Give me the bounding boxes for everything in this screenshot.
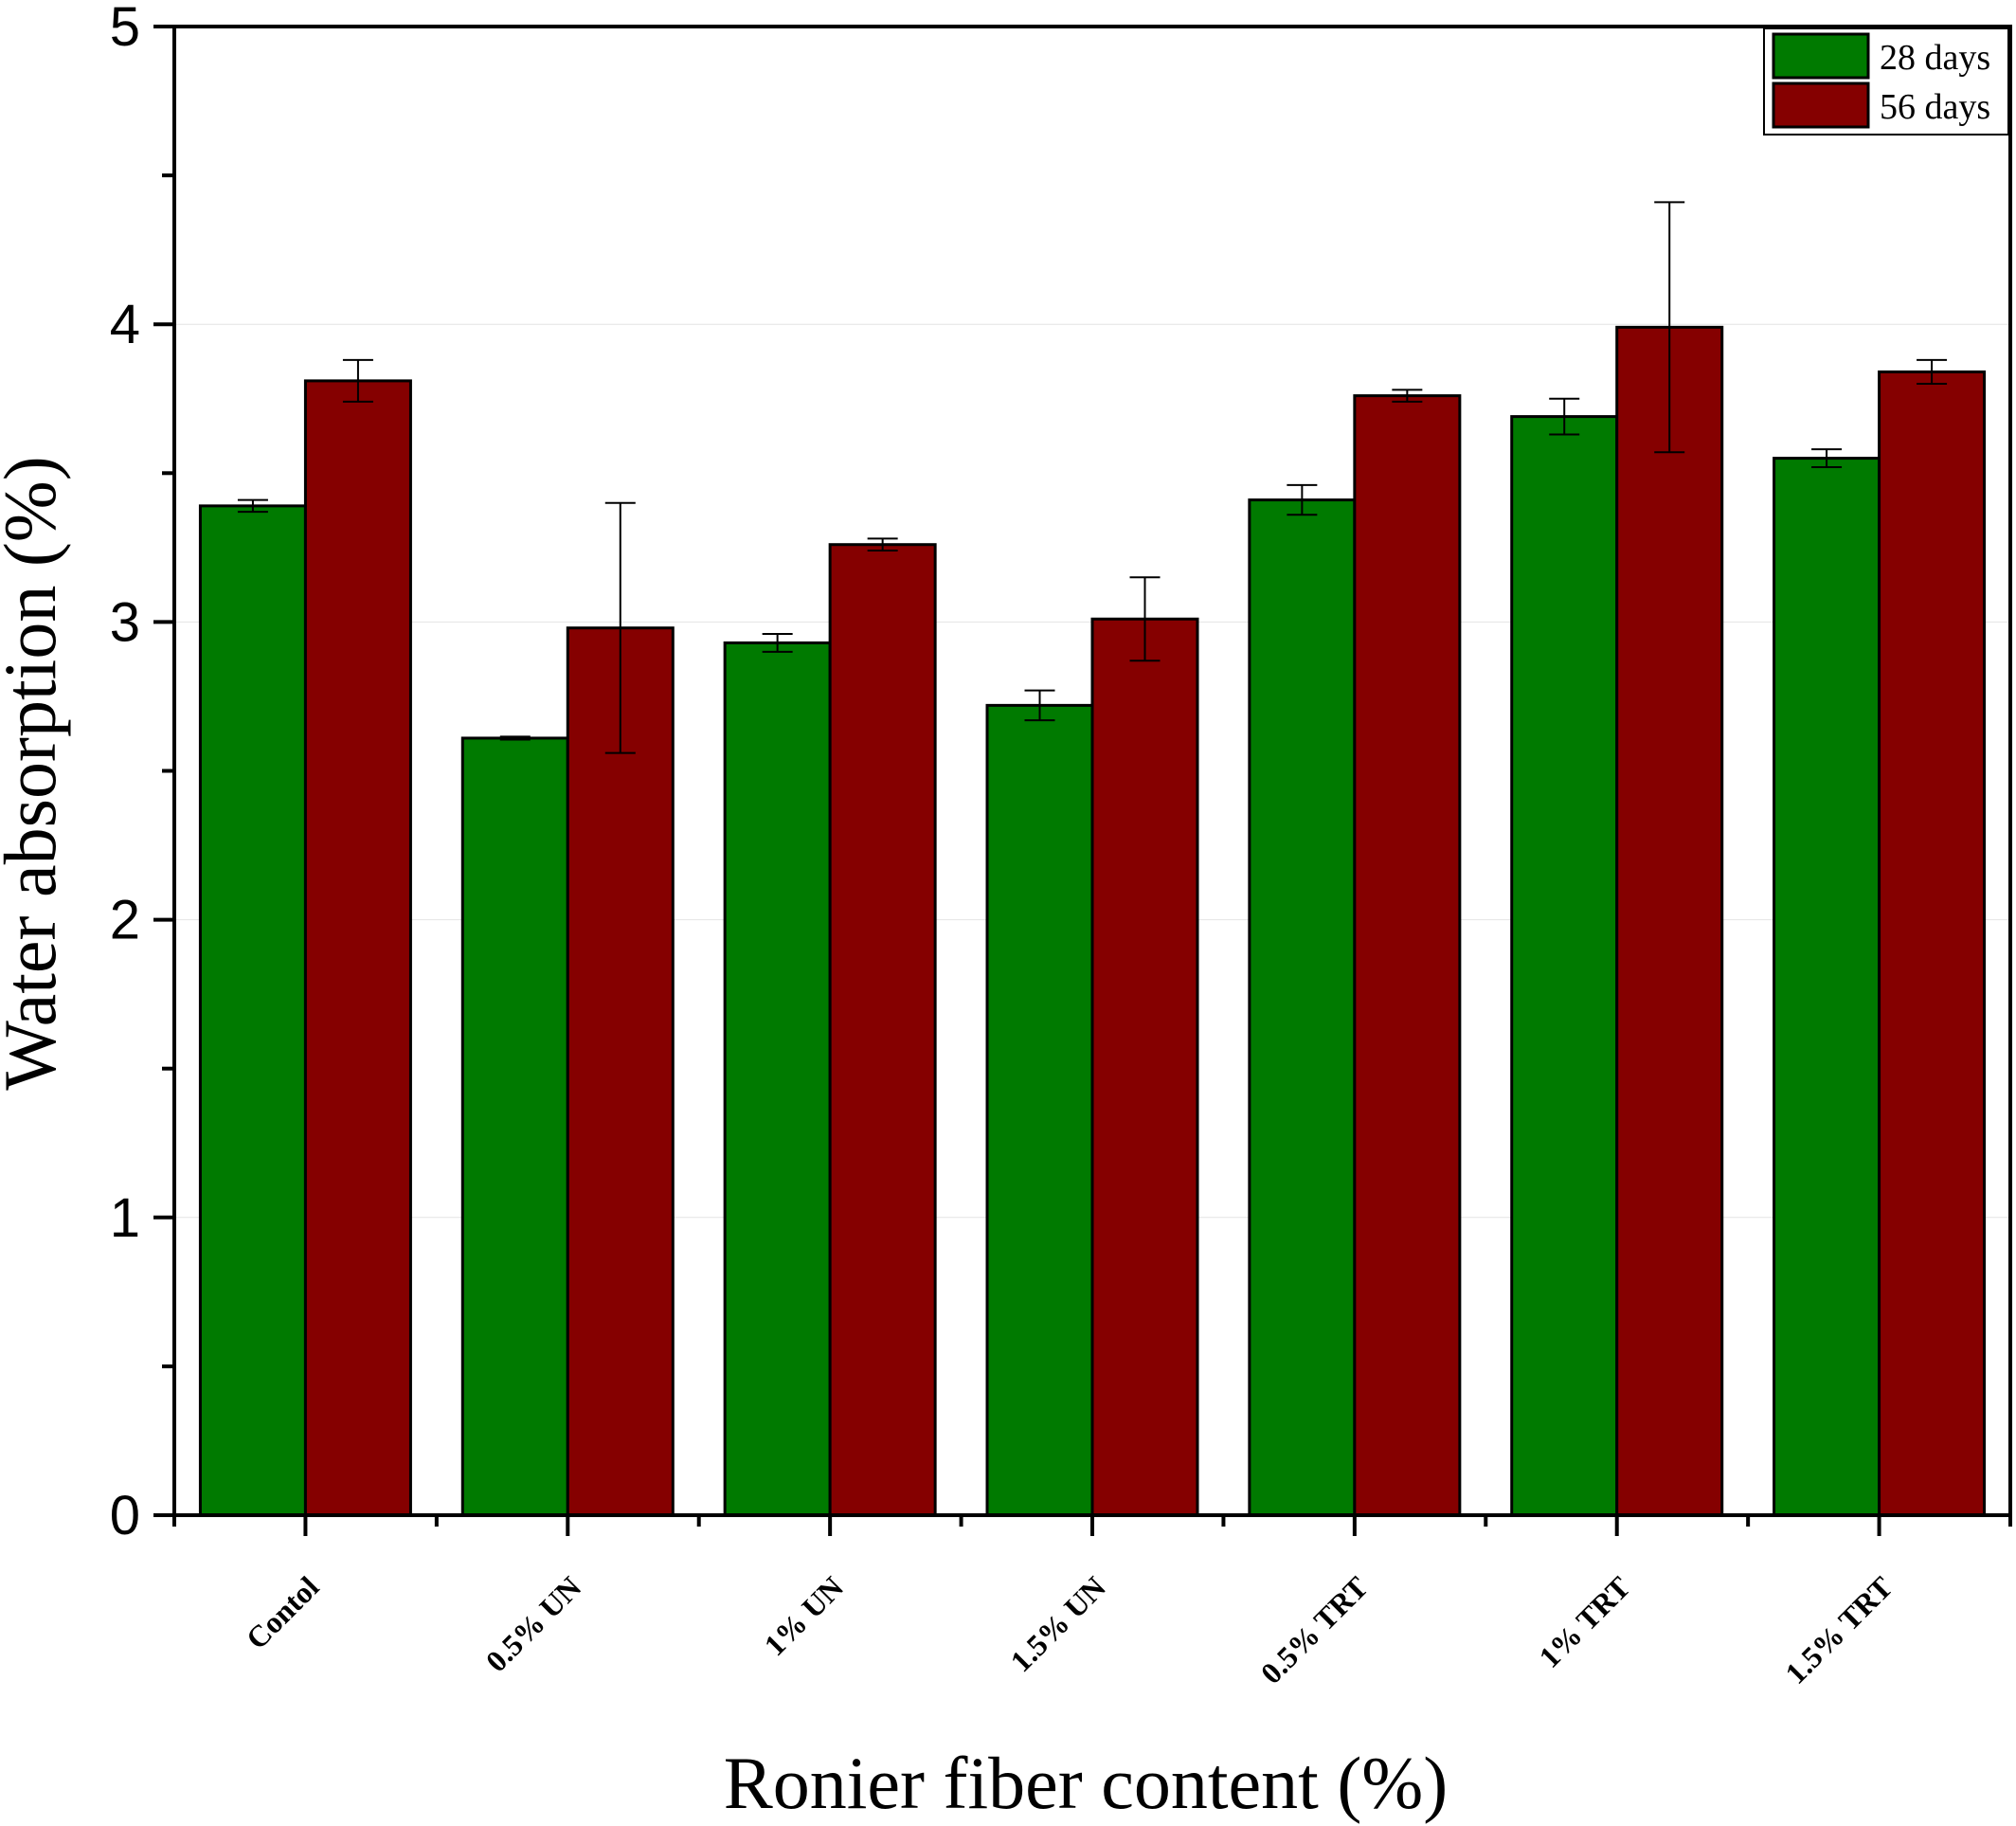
bar-56-days: [1090, 617, 1199, 1517]
bar-28-days: [1248, 498, 1357, 1517]
y-tick-label: 2: [110, 890, 140, 951]
y-tick-label: 3: [110, 591, 140, 653]
bar-28-days: [985, 703, 1094, 1517]
bars: [198, 325, 1987, 1517]
x-tick-label: 0.5% UN: [479, 1569, 588, 1678]
legend-swatch: [1772, 32, 1870, 80]
bar-28-days: [1773, 457, 1881, 1517]
bar-56-days: [1878, 370, 1987, 1517]
error-bar: [237, 498, 268, 514]
legend-label: 56 days: [1880, 87, 1990, 127]
bar-56-days: [828, 543, 937, 1517]
y-axis-title: Water absorption (%): [0, 456, 71, 1090]
legend-swatch: [1772, 81, 1870, 129]
x-tick-label: 1.5% UN: [1003, 1569, 1112, 1678]
x-tick-label: 1% TRT: [1532, 1569, 1636, 1673]
bar-28-days: [1510, 415, 1619, 1517]
error-bars: [237, 201, 1948, 754]
bar-28-days: [460, 736, 569, 1517]
bar-56-days: [1615, 325, 1724, 1517]
x-tick-label: Contol: [240, 1569, 326, 1655]
bar-56-days: [566, 626, 675, 1517]
error-bar: [867, 537, 898, 551]
error-bar: [1129, 576, 1161, 662]
legend-label: 28 days: [1880, 38, 1990, 78]
legend: 28 days 56 days: [1763, 27, 2009, 136]
x-tick-label: 0.5% TRT: [1253, 1569, 1374, 1690]
y-tick-label: 4: [110, 294, 140, 355]
y-tick-label: 1: [110, 1187, 140, 1249]
error-bar: [499, 735, 531, 741]
y-tick-label: 0: [110, 1485, 140, 1546]
x-axis-title: Ronier fiber content (%): [724, 1742, 1449, 1824]
bar-56-days: [1353, 394, 1462, 1517]
y-tick-label: 5: [110, 0, 140, 58]
x-tick-label: 1% UN: [757, 1569, 850, 1662]
bar-56-days: [303, 379, 412, 1517]
error-bar: [1287, 483, 1318, 516]
bar-28-days: [198, 504, 307, 1517]
bar-28-days: [723, 641, 832, 1517]
error-bar: [1549, 397, 1580, 436]
error-bar: [1392, 389, 1423, 403]
error-bar: [1654, 201, 1685, 454]
error-bar: [1811, 448, 1843, 469]
error-bar: [1917, 358, 1948, 386]
x-tick-label: 1.5% TRT: [1778, 1569, 1899, 1690]
error-bar: [342, 358, 373, 403]
error-bar: [762, 632, 793, 653]
error-bar: [1024, 689, 1055, 722]
error-bar: [604, 501, 636, 754]
